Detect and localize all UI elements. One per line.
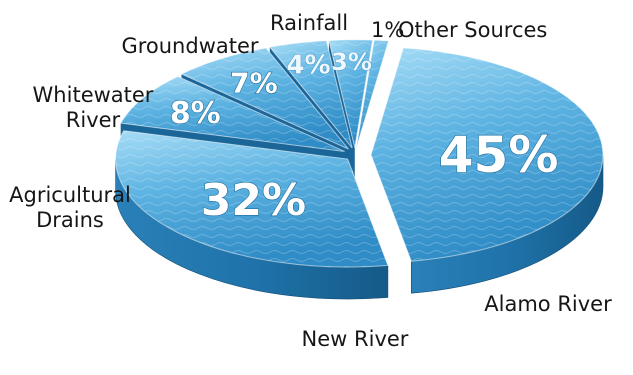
pie-category-labels: Alamo River New River Agricultural Drains Wh… <box>9 11 612 351</box>
value-label-other-sources: 1% <box>371 18 404 42</box>
value-label-groundwater: 4% <box>286 50 330 80</box>
pie-slice-texture-other-sources <box>356 40 389 148</box>
pie-value-labels: 45% 32% 8% 7% 4% 3% <box>169 48 559 227</box>
pie-slice-texture-alamo-river <box>370 47 603 262</box>
pie-slice-texture-whitewater-river <box>181 48 349 149</box>
pie-texture-layer <box>115 39 603 268</box>
pie-slice-texture-new-river <box>115 130 388 268</box>
pie-slice-texture-groundwater <box>269 40 353 149</box>
value-label-agricultural-drains: 8% <box>170 96 221 131</box>
value-label-whitewater-river: 7% <box>230 66 278 99</box>
category-label-new-river: New River <box>302 327 409 351</box>
value-label-rainfall: 3% <box>331 48 372 76</box>
value-label-new-river: 32% <box>201 175 306 226</box>
category-label-agricultural-drains: Agricultural Drains <box>9 183 131 232</box>
category-label-whitewater-river: Whitewater River <box>33 83 154 132</box>
category-label-alamo-river: Alamo River <box>484 292 612 316</box>
pie-slice-texture-agricultural-drains <box>120 76 345 152</box>
category-label-rainfall: Rainfall <box>270 11 348 35</box>
value-label-alamo-river: 45% <box>439 126 559 184</box>
pie-slice-texture-rainfall <box>328 39 373 148</box>
category-label-groundwater: Groundwater <box>121 34 258 58</box>
category-label-other-sources: Other Sources <box>398 18 547 42</box>
